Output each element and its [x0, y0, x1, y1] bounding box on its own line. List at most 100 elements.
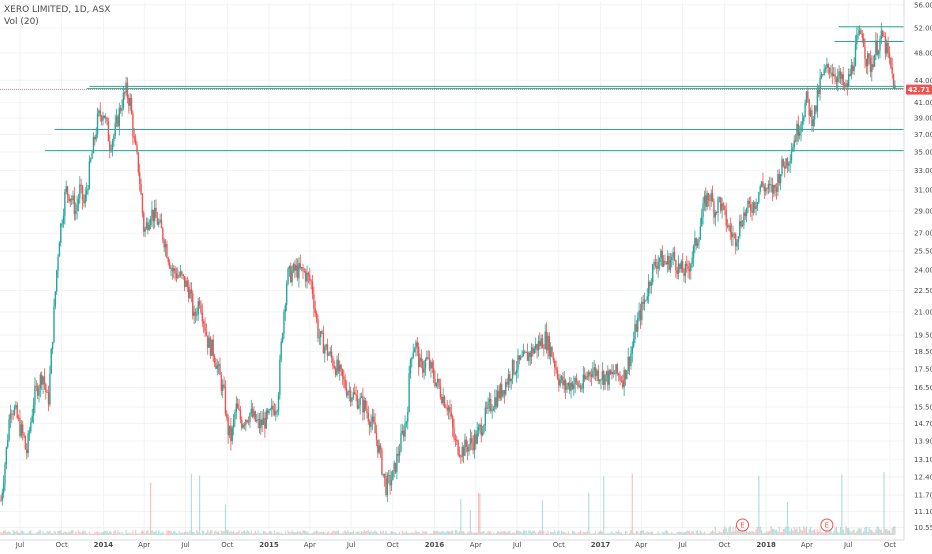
candle-body [630, 353, 632, 367]
volume-bar [811, 530, 813, 535]
earnings-marker-icon[interactable] [736, 518, 750, 532]
volume-bar [280, 532, 282, 535]
candle-body [314, 308, 316, 313]
volume-bar [75, 531, 77, 535]
volume-bar [50, 532, 52, 535]
candle-body [437, 378, 439, 383]
volume-bar [245, 532, 247, 535]
volume-bar [845, 526, 847, 535]
volume-bar [330, 532, 333, 535]
volume-bar [499, 532, 501, 535]
candle-body [355, 393, 357, 396]
candle-body [505, 382, 507, 395]
candle-body [368, 421, 371, 428]
candle-body [417, 346, 420, 368]
x-tick-label: Oct [221, 541, 233, 549]
candle-body [447, 406, 450, 411]
candle-body [544, 331, 546, 349]
candle-body [540, 338, 542, 346]
candle-body [632, 339, 635, 347]
earnings-marker-label: E [825, 522, 829, 530]
volume-bar [43, 532, 46, 535]
candle-body [564, 380, 567, 390]
volume-bar [672, 533, 674, 535]
volume-bar [607, 532, 609, 535]
volume-bar [620, 532, 623, 535]
candle-body [696, 242, 699, 246]
candle-body [556, 369, 559, 379]
volume-bar [324, 532, 326, 535]
volume-bar [456, 530, 458, 535]
volume-bar [586, 530, 588, 535]
candle-body [156, 217, 159, 225]
candle-body [662, 260, 665, 267]
volume-bar [892, 526, 895, 535]
volume-bar [695, 531, 697, 535]
volume-bar [570, 533, 572, 535]
candle-body [785, 158, 787, 169]
candle-body [405, 421, 408, 424]
candle-body [790, 151, 793, 161]
volume-bar [427, 533, 429, 535]
earnings-marker-icon[interactable] [820, 518, 834, 532]
candle-body [178, 275, 180, 277]
volume-bar [842, 529, 844, 535]
volume-bar [56, 533, 58, 535]
candle-body [175, 273, 178, 279]
candle-body [541, 338, 544, 349]
volume-bar [419, 533, 421, 535]
candle-body [103, 115, 106, 119]
volume-bar [296, 531, 299, 535]
volume-bar [714, 526, 716, 535]
volume-bar [784, 528, 786, 535]
volume-bar [539, 530, 541, 535]
candle-body [759, 186, 761, 192]
volume-bar [122, 533, 124, 535]
candle-body [567, 382, 570, 387]
candle-body [130, 97, 133, 114]
volume-bar [627, 533, 629, 535]
volume-bar [656, 533, 658, 535]
candle-body [232, 419, 235, 428]
volume-bar [418, 532, 420, 535]
volume-bar [11, 533, 13, 535]
volume-bar [388, 533, 390, 535]
candle-body [193, 311, 195, 316]
candle-body [762, 181, 764, 187]
candle-body [812, 119, 814, 126]
volume-bar [96, 531, 99, 535]
y-tick-label: 11.10 [914, 508, 932, 516]
volume-bar [386, 532, 388, 535]
candle-body [273, 410, 276, 415]
volume-bar [420, 533, 422, 535]
volume-bar [13, 531, 16, 535]
x-tick-label: Oct [56, 541, 68, 549]
candle-body [484, 407, 487, 426]
candle-body [432, 367, 435, 379]
candle-body [514, 373, 516, 375]
y-tick-label: 12.40 [914, 473, 932, 481]
volume-bar [326, 531, 329, 535]
volume-bar [615, 531, 617, 535]
volume-bar [132, 530, 134, 535]
x-tick-label: Apr [470, 541, 482, 549]
candle-body [709, 200, 711, 201]
candle-body [607, 371, 609, 385]
y-tick-label: 39.00 [914, 115, 932, 123]
volume-bar [216, 532, 218, 535]
volume-bar [12, 530, 14, 535]
volume-bar [558, 530, 560, 535]
volume-bar [305, 531, 307, 535]
candle-body [815, 105, 817, 112]
volume-bar [713, 532, 715, 535]
volume-bar [823, 532, 825, 535]
candle-body [147, 222, 149, 230]
volume-bar [281, 533, 284, 535]
volume-bar [818, 531, 820, 535]
volume-bar [114, 530, 116, 535]
candle-body [319, 331, 322, 338]
candle-body [204, 323, 206, 332]
candle-body [822, 74, 824, 76]
